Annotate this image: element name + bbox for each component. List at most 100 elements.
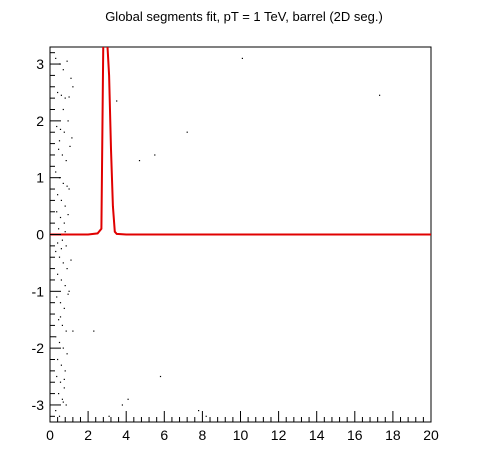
scatter-point [242,58,243,59]
scatter-point [62,325,63,326]
scatter-point [64,308,65,309]
scatter-point [61,279,62,280]
scatter-point [65,98,66,99]
scatter-point [61,200,62,201]
scatter-point [198,410,199,411]
x-tick-label: 18 [385,427,401,443]
scatter-point [63,348,64,349]
scatter-point [60,302,61,303]
scatter-point [64,387,65,388]
scatter-point [66,160,67,161]
scatter-point [70,78,71,79]
x-tick-label: 12 [271,427,287,443]
scatter-point [55,58,56,59]
scatter-point [65,231,66,232]
scatter-point [69,146,70,147]
x-tick-label: 20 [423,427,439,443]
scatter-point [58,228,59,229]
scatter-point [66,404,67,405]
x-tick-label: 2 [84,427,92,443]
scatter-point [67,186,68,187]
scatter-point [63,109,64,110]
scatter-point [66,331,67,332]
scatter-point [64,379,65,380]
scatter-point [206,416,207,417]
chart-title: Global segments fit, pT = 1 TeV, barrel … [105,9,383,24]
scatter-point [55,171,56,172]
scatter-point [60,382,61,383]
scatter-point [60,217,61,218]
x-tick-label: 6 [160,427,168,443]
scatter-point [379,95,380,96]
scatter-point [59,416,60,417]
scatter-point [72,331,73,332]
scatter-point [67,353,68,354]
scatter-point [72,86,73,87]
scatter-point [61,248,62,249]
scatter-point [116,100,117,101]
scatter-point [59,342,60,343]
scatter-point [63,262,64,263]
scatter-point [55,251,56,252]
scatter-point [65,285,66,286]
scatter-point [68,214,69,215]
x-tick-label: 10 [233,427,249,443]
scatter-point [69,291,70,292]
scatter-point [57,274,58,275]
scatter-point [128,399,129,400]
scatter-point [63,402,64,403]
scatter-point [65,370,66,371]
scatter-point [57,359,58,360]
scatter-point [64,223,65,224]
scatter-point [64,132,65,133]
scatter-point [63,69,64,70]
scatter-point [68,120,69,121]
scatter-point [57,194,58,195]
scatter-point [71,137,72,138]
scatter-point [57,92,58,93]
y-tick-label: -2 [32,340,45,356]
scatter-point [68,294,69,295]
x-tick-label: 4 [122,427,130,443]
scatter-point [55,336,56,337]
y-tick-label: 1 [36,170,44,186]
scatter-point [58,393,59,394]
scatter-point [154,154,155,155]
scatter-point [66,245,67,246]
scatter-point [56,211,57,212]
scatter-point [56,126,57,127]
scatter-point [62,154,63,155]
scatter-point [59,140,60,141]
scatter-point [67,268,68,269]
scatter-point [70,260,71,261]
scatter-point [61,365,62,366]
y-tick-label: -3 [32,397,45,413]
scatter-point [93,331,94,332]
scatter-point [69,96,70,97]
scatter-point [65,206,66,207]
scatter-point [109,416,110,417]
scatter-point [56,296,57,297]
scatter-point [63,183,64,184]
scatter-point [62,399,63,400]
scatter-point [67,61,68,62]
x-tick-label: 0 [46,427,54,443]
x-tick-label: 14 [309,427,325,443]
scatter-point [69,188,70,189]
x-tick-label: 8 [199,427,207,443]
scatter-point [60,316,61,317]
scatter-point [56,376,57,377]
scatter-point [122,404,123,405]
y-tick-label: 3 [36,56,44,72]
y-tick-label: 2 [36,113,44,129]
scatter-point [60,129,61,130]
scatter-point [58,319,59,320]
scatter-point [58,149,59,150]
scatter-point [160,376,161,377]
scatter-point [55,410,56,411]
scatter-point [57,242,58,243]
scatter-point [139,160,140,161]
y-tick-label: 0 [36,227,44,243]
scatter-point [62,240,63,241]
